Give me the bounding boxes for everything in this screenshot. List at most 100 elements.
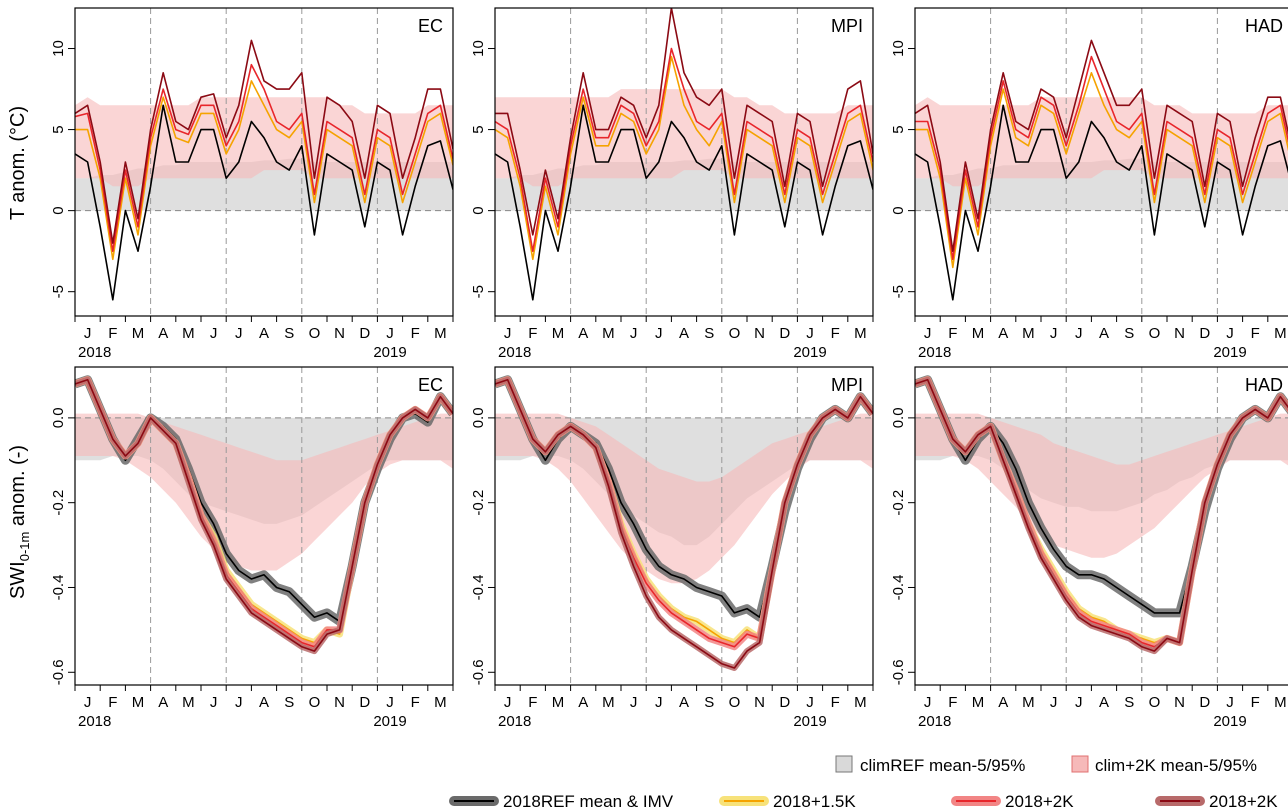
x-tick-label: M [972,325,985,342]
x-tick-label: M [1274,694,1287,711]
x-tick-label: J [504,694,512,711]
legend-label-15k: 2018+1.5K [773,792,856,811]
x-tick-label: M [182,694,195,711]
legend-label-2k-dark: 2018+2K [1209,792,1278,811]
series-line-ref [495,104,873,301]
x-tick-label: S [1124,694,1134,711]
x-tick-label: D [359,694,370,711]
x-tick-label: J [1050,325,1058,342]
y-tick-label: -0.2 [890,490,907,516]
x-tick-label: J [1226,694,1234,711]
year-label: 2018 [78,713,111,730]
x-tick-label: J [504,325,512,342]
y-tick-label: 0.0 [50,407,67,428]
year-label: 2019 [1213,344,1246,361]
x-tick-label: S [1124,325,1134,342]
x-tick-label: J [1075,694,1083,711]
legend-swatch-climref [835,755,853,773]
x-tick-label: F [831,325,840,342]
x-tick-label: J [806,325,814,342]
x-tick-label: M [132,325,145,342]
y-tick-label: 0 [50,206,67,214]
x-tick-label: A [998,694,1008,711]
y-tick-label: 10 [890,40,907,57]
y-tick-label: -0.4 [50,575,67,601]
y-tick-label: 5 [890,125,907,133]
x-tick-label: F [528,694,537,711]
x-tick-label: A [259,694,269,711]
x-tick-label: F [1251,694,1260,711]
x-tick-label: M [854,325,867,342]
y-tick-label: -0.2 [470,490,487,516]
panel-frame [914,366,1288,686]
y-tick-label: 10 [50,40,67,57]
x-tick-label: O [729,325,741,342]
x-tick-label: O [309,694,321,711]
y-tick-label: 0.0 [470,407,487,428]
x-tick-label: A [1099,694,1109,711]
x-tick-label: J [84,325,92,342]
x-tick-label: N [754,325,765,342]
x-tick-label: J [655,694,663,711]
x-tick-label: J [806,694,814,711]
model-label: EC [418,375,443,395]
x-tick-label: F [948,325,957,342]
row-label-swi: SWI0-1m anom. (-) [7,445,32,599]
x-tick-label: J [1226,325,1234,342]
panel-frame [914,7,1288,317]
x-tick-label: S [284,694,294,711]
x-tick-label: J [210,325,218,342]
series-line-k2 [495,47,873,252]
x-tick-label: F [411,694,420,711]
y-tick-label: 0.0 [890,407,907,428]
panel-frame [74,366,454,686]
series-line-k2 [915,55,1288,261]
x-tick-label: J [210,694,218,711]
x-tick-label: J [84,694,92,711]
x-tick-label: J [655,325,663,342]
x-tick-label: F [411,325,420,342]
model-label: EC [418,16,443,36]
year-label: 2018 [918,344,951,361]
series-line-k2b [75,378,453,652]
series-line-k2b [75,39,453,244]
x-tick-label: O [1149,325,1161,342]
model-label: MPI [831,375,863,395]
x-tick-label: O [1149,694,1161,711]
series-line-k15 [495,55,873,261]
x-tick-label: J [630,694,638,711]
series-line-ref [75,104,453,301]
x-tick-label: A [679,694,689,711]
year-label: 2018 [78,344,111,361]
x-tick-label: J [386,694,394,711]
band-clim_2k [915,97,1288,187]
panel-frame [494,7,874,317]
x-tick-label: M [132,694,145,711]
x-tick-label: A [1099,325,1109,342]
x-tick-label: N [334,694,345,711]
x-tick-label: F [948,694,957,711]
y-tick-label: -0.4 [890,575,907,601]
legend-label-ref: 2018REF mean & IMV [503,792,674,811]
x-tick-label: M [552,325,565,342]
x-tick-label: A [259,325,269,342]
x-tick-label: J [386,325,394,342]
y-tick-label: 0 [890,206,907,214]
plot-area [915,367,1288,685]
x-tick-label: A [679,325,689,342]
x-tick-label: M [1274,325,1287,342]
panel-frame [494,366,874,686]
y-tick-label: -0.2 [50,490,67,516]
year-label: 2019 [373,713,406,730]
model-label: HAD [1245,375,1283,395]
y-tick-label: -5 [470,285,487,298]
x-tick-label: J [1050,694,1058,711]
swi-label-main: SWI [7,561,29,599]
year-label: 2019 [373,344,406,361]
series-line-k2b [495,8,873,236]
y-tick-label: 5 [50,125,67,133]
